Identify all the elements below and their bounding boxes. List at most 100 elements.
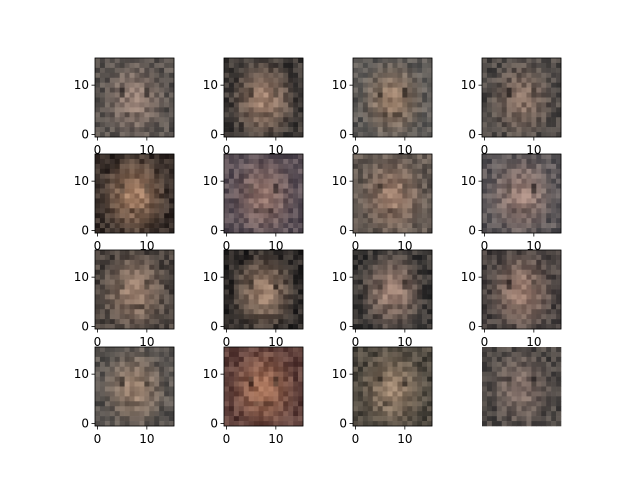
pixel-cell [496, 289, 503, 295]
pixel-cell [109, 122, 116, 128]
pixel-cell [541, 347, 547, 353]
axes-frame [223, 153, 304, 234]
pixel-cell [139, 62, 145, 69]
x-tick-label: 10 [526, 143, 541, 157]
pixel-cell [144, 112, 150, 118]
pixel-cell [268, 132, 274, 138]
pixel-cell [159, 97, 165, 103]
pixel-cell [526, 254, 532, 261]
pixel-cell [486, 356, 493, 363]
pixel-cell [353, 401, 359, 407]
pixel-cell [119, 314, 125, 320]
pixel-cell [427, 314, 433, 320]
pixel-cell [164, 411, 170, 417]
pixel-cell [377, 250, 383, 256]
pixel-cell [387, 347, 393, 353]
pixel-cell [109, 198, 116, 204]
pixel-cell [506, 58, 512, 64]
pixel-cell [233, 183, 240, 189]
pixel-cell [278, 58, 284, 64]
pixel-cell [546, 77, 552, 83]
pixel-cell [248, 371, 254, 377]
pixel-cell [273, 289, 279, 295]
pixel-cell [531, 324, 537, 330]
pixel-cell [367, 154, 374, 160]
pixel-cell [417, 203, 423, 209]
pixel-cell [278, 371, 284, 377]
pixel-cell [263, 391, 269, 397]
pixel-cell [526, 102, 532, 108]
pixel-cell [417, 376, 423, 382]
pixel-cell [268, 371, 274, 377]
pixel-cell [482, 274, 488, 280]
pixel-cell [99, 351, 106, 358]
pixel-cell [288, 218, 294, 224]
pixel-cell [268, 324, 274, 330]
pixel-cell [397, 213, 403, 219]
pixel-cell [298, 107, 304, 113]
pixel-cell [238, 178, 245, 184]
pixel-cell [268, 259, 274, 266]
pixel-cell [273, 92, 279, 98]
pixel-cell [288, 102, 294, 108]
pixel-cell [99, 376, 106, 382]
pixel-cell [169, 411, 175, 417]
pixel-cell [268, 158, 274, 165]
pixel-cell [154, 324, 160, 330]
y-tick-label: 10 [74, 174, 89, 188]
pixel-cell [288, 309, 294, 315]
pixel-cell [253, 82, 259, 88]
pixel-cell [417, 411, 423, 417]
pixel-cell [224, 254, 230, 261]
pixel-cell [258, 401, 264, 407]
pixel-cell [293, 203, 299, 209]
pixel-cell [298, 223, 304, 229]
pixel-cell [114, 264, 120, 271]
pixel-cell [288, 112, 294, 118]
pixel-cell [526, 351, 532, 358]
pixel-cell [298, 319, 304, 325]
pixel-cell [501, 421, 507, 427]
pixel-cell [521, 304, 527, 310]
pixel-cell [258, 284, 264, 290]
pixel-cell [273, 269, 279, 275]
pixel-cell [546, 112, 552, 118]
pixel-cell [556, 77, 562, 83]
pixel-cell [427, 218, 433, 224]
pixel-cell [372, 264, 378, 271]
pixel-cell [402, 132, 408, 138]
pixel-cell [293, 416, 299, 422]
pixel-cell [372, 208, 378, 214]
pixel-cell [397, 132, 403, 138]
pixel-cell [392, 250, 398, 256]
pixel-cell [298, 198, 304, 204]
pixel-cell [382, 67, 388, 74]
pixel-cell [298, 122, 304, 128]
pixel-cell [516, 351, 522, 358]
pixel-cell [149, 386, 155, 392]
pixel-cell [551, 92, 557, 98]
pixel-cell [139, 371, 145, 377]
pixel-cell [233, 72, 240, 79]
pixel-cell [139, 396, 145, 402]
pixel-cell [273, 208, 279, 214]
pixel-cell [511, 168, 517, 175]
x-tick-label: 0 [352, 335, 360, 349]
pixel-cell [228, 294, 235, 300]
pixel-cell [382, 299, 388, 305]
pixel-cell [159, 154, 165, 160]
pixel-cell [427, 203, 433, 209]
pixel-cell [496, 274, 503, 280]
axes-frame [94, 346, 175, 427]
pixel-cell [422, 250, 428, 256]
pixel-cell [109, 361, 116, 368]
pixel-cell [372, 62, 378, 69]
pixel-cell [422, 356, 428, 363]
pixel-cell [422, 324, 428, 330]
pixel-cell [427, 294, 433, 300]
pixel-cell [139, 127, 145, 133]
pixel-cell [491, 58, 498, 64]
pixel-cell [228, 269, 235, 275]
pixel-cell [521, 122, 527, 128]
pixel-cell [224, 102, 230, 108]
